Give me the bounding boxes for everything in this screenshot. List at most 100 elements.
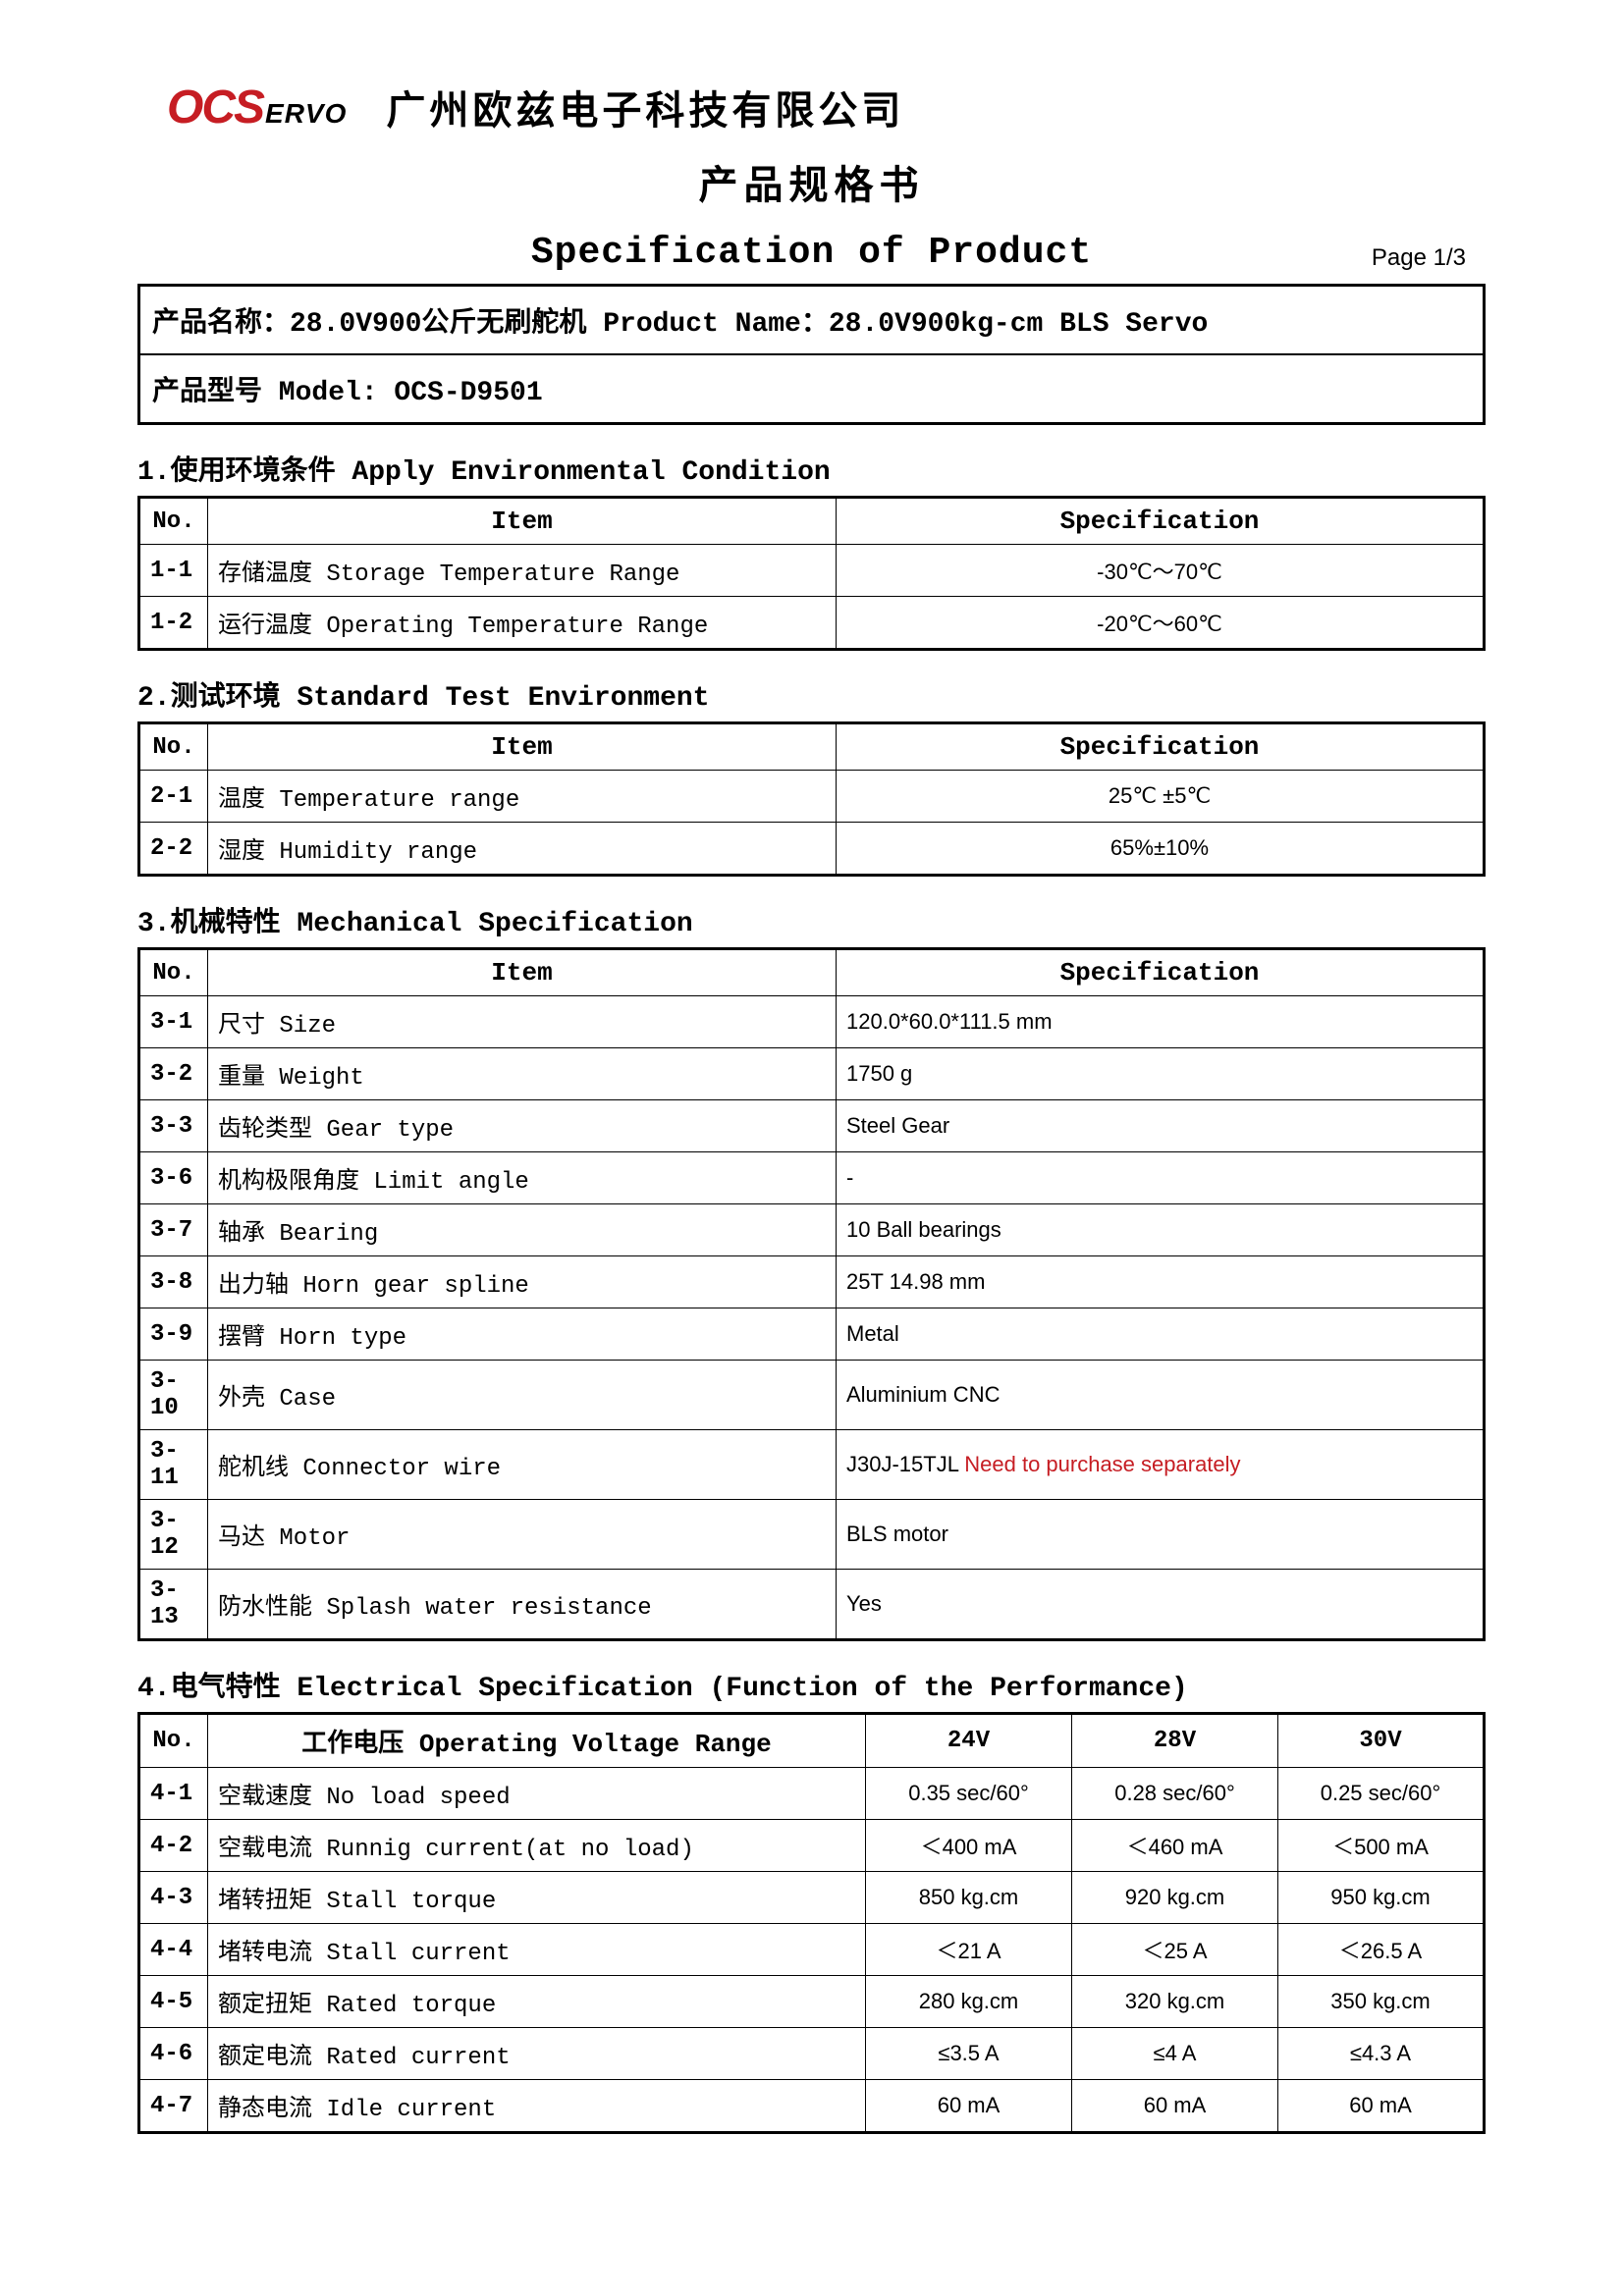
cell-item: 堵转电流 Stall current <box>208 1924 866 1976</box>
cell-item: 机构极限角度 Limit angle <box>208 1152 837 1204</box>
col-volt-1: 28V <box>1072 1714 1278 1768</box>
cell-volt-2: ＜26.5 A <box>1278 1924 1485 1976</box>
cell-spec: -30℃～70℃ <box>837 545 1485 597</box>
table-header-row: No. Item Specification <box>139 949 1485 996</box>
cell-no: 3-8 <box>139 1256 208 1308</box>
cell-spec: Steel Gear <box>837 1100 1485 1152</box>
cell-volt-2: ≤4.3 A <box>1278 2028 1485 2080</box>
cell-volt-2: 950 kg.cm <box>1278 1872 1485 1924</box>
spec-title: Specification of Product <box>531 232 1092 274</box>
cell-item: 温度 Temperature range <box>208 771 837 823</box>
table-row: 4-1空载速度 No load speed0.35 sec/60°0.28 se… <box>139 1768 1485 1820</box>
product-model-line: 产品型号 Model: OCS-D9501 <box>140 355 1483 422</box>
table-header-row: No. 工作电压 Operating Voltage Range 24V 28V… <box>139 1714 1485 1768</box>
table-row: 3-10外壳 CaseAluminium CNC <box>139 1361 1485 1430</box>
col-volt-0: 24V <box>866 1714 1072 1768</box>
cell-item: 防水性能 Splash water resistance <box>208 1570 837 1640</box>
cell-no: 1-1 <box>139 545 208 597</box>
cell-spec: 25℃ ±5℃ <box>837 771 1485 823</box>
col-volt-2: 30V <box>1278 1714 1485 1768</box>
cell-item: 空载电流 Runnig current(at no load) <box>208 1820 866 1872</box>
section2-table: No. Item Specification 2-1温度 Temperature… <box>137 721 1486 877</box>
table-row: 2-1温度 Temperature range25℃ ±5℃ <box>139 771 1485 823</box>
section1-table: No. Item Specification 1-1存储温度 Storage T… <box>137 496 1486 651</box>
cell-item: 重量 Weight <box>208 1048 837 1100</box>
table-row: 3-9摆臂 Horn typeMetal <box>139 1308 1485 1361</box>
cell-volt-1: 320 kg.cm <box>1072 1976 1278 2028</box>
cell-spec: Metal <box>837 1308 1485 1361</box>
cell-item: 空载速度 No load speed <box>208 1768 866 1820</box>
cell-no: 1-2 <box>139 597 208 650</box>
col-no: No. <box>139 723 208 771</box>
table-row: 4-4堵转电流 Stall current＜21 A＜25 A＜26.5 A <box>139 1924 1485 1976</box>
cell-no: 4-6 <box>139 2028 208 2080</box>
table-row: 1-1存储温度 Storage Temperature Range-30℃～70… <box>139 545 1485 597</box>
cell-item: 摆臂 Horn type <box>208 1308 837 1361</box>
cell-volt-0: 60 mA <box>866 2080 1072 2133</box>
col-item: 工作电压 Operating Voltage Range <box>208 1714 866 1768</box>
cell-no: 3-2 <box>139 1048 208 1100</box>
cell-item: 尺寸 Size <box>208 996 837 1048</box>
section2-title: 2.测试环境 Standard Test Environment <box>137 674 1486 714</box>
cell-item: 湿度 Humidity range <box>208 823 837 876</box>
table-header-row: No. Item Specification <box>139 723 1485 771</box>
logo-ervo-text: ERVO <box>265 98 347 130</box>
cell-item: 马达 Motor <box>208 1500 837 1570</box>
cell-no: 4-4 <box>139 1924 208 1976</box>
cell-no: 3-10 <box>139 1361 208 1430</box>
cell-spec: 10 Ball bearings <box>837 1204 1485 1256</box>
product-name-line: 产品名称：28.0V900公斤无刷舵机 Product Name：28.0V90… <box>140 287 1483 355</box>
table-row: 4-2空载电流 Runnig current(at no load)＜400 m… <box>139 1820 1485 1872</box>
cell-no: 2-1 <box>139 771 208 823</box>
col-no: No. <box>139 949 208 996</box>
spec-note: Need to purchase separately <box>964 1452 1240 1476</box>
cell-volt-1: 60 mA <box>1072 2080 1278 2133</box>
cell-no: 3-6 <box>139 1152 208 1204</box>
section3-table: No. Item Specification 3-1尺寸 Size120.0*6… <box>137 947 1486 1641</box>
section4-title: 4.电气特性 Electrical Specification (Functio… <box>137 1665 1486 1704</box>
section3-title: 3.机械特性 Mechanical Specification <box>137 900 1486 939</box>
cell-no: 3-11 <box>139 1430 208 1500</box>
cell-no: 3-12 <box>139 1500 208 1570</box>
cell-volt-1: ＜25 A <box>1072 1924 1278 1976</box>
table-row: 1-2运行温度 Operating Temperature Range-20℃～… <box>139 597 1485 650</box>
cell-no: 3-13 <box>139 1570 208 1640</box>
col-item: Item <box>208 949 837 996</box>
table-row: 3-13防水性能 Splash water resistanceYes <box>139 1570 1485 1640</box>
cell-spec: J30J-15TJL Need to purchase separately <box>837 1430 1485 1500</box>
cell-volt-0: ＜21 A <box>866 1924 1072 1976</box>
section1-title: 1.使用环境条件 Apply Environmental Condition <box>137 449 1486 488</box>
company-name-cn: 广州欧兹电子科技有限公司 <box>386 79 904 135</box>
cell-item: 运行温度 Operating Temperature Range <box>208 597 837 650</box>
cell-volt-2: 0.25 sec/60° <box>1278 1768 1485 1820</box>
cell-item: 舵机线 Connector wire <box>208 1430 837 1500</box>
table-row: 4-3堵转扭矩 Stall torque850 kg.cm920 kg.cm95… <box>139 1872 1485 1924</box>
cell-volt-2: ＜500 mA <box>1278 1820 1485 1872</box>
cell-spec: - <box>837 1152 1485 1204</box>
cell-item: 齿轮类型 Gear type <box>208 1100 837 1152</box>
cell-spec: BLS motor <box>837 1500 1485 1570</box>
cell-item: 存储温度 Storage Temperature Range <box>208 545 837 597</box>
cell-no: 3-9 <box>139 1308 208 1361</box>
col-spec: Specification <box>837 723 1485 771</box>
table-row: 4-5额定扭矩 Rated torque280 kg.cm320 kg.cm35… <box>139 1976 1485 2028</box>
cell-spec: -20℃～60℃ <box>837 597 1485 650</box>
cell-no: 2-2 <box>139 823 208 876</box>
col-spec: Specification <box>837 498 1485 545</box>
table-row: 3-12马达 MotorBLS motor <box>139 1500 1485 1570</box>
cell-item: 轴承 Bearing <box>208 1204 837 1256</box>
table-row: 3-7轴承 Bearing10 Ball bearings <box>139 1204 1485 1256</box>
logo-ocs-text: OCS <box>167 80 263 134</box>
table-row: 3-6机构极限角度 Limit angle- <box>139 1152 1485 1204</box>
section4-table: No. 工作电压 Operating Voltage Range 24V 28V… <box>137 1712 1486 2134</box>
cell-no: 4-1 <box>139 1768 208 1820</box>
logo: OCS ERVO <box>167 80 347 134</box>
cell-volt-0: 0.35 sec/60° <box>866 1768 1072 1820</box>
table-row: 3-8出力轴 Horn gear spline25T 14.98 mm <box>139 1256 1485 1308</box>
cell-no: 4-5 <box>139 1976 208 2028</box>
cell-no: 3-7 <box>139 1204 208 1256</box>
cell-volt-1: ≤4 A <box>1072 2028 1278 2080</box>
cell-no: 3-3 <box>139 1100 208 1152</box>
table-row: 3-1尺寸 Size120.0*60.0*111.5 mm <box>139 996 1485 1048</box>
cell-item: 额定扭矩 Rated torque <box>208 1976 866 2028</box>
